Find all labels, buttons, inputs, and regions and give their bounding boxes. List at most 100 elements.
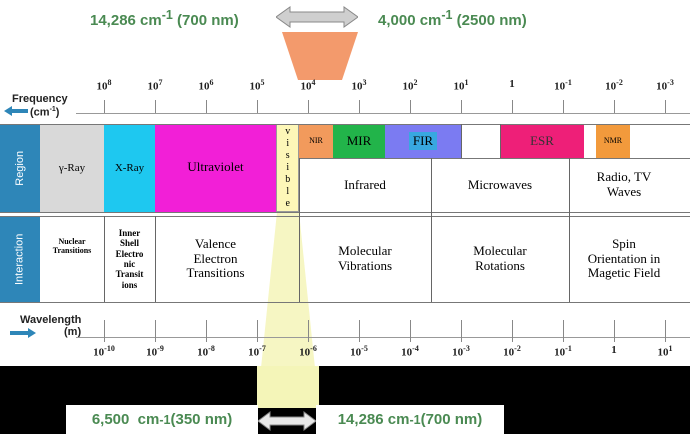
wavelength-label: Wavelength bbox=[20, 314, 82, 326]
wavelength-tick-label: 10-7 bbox=[248, 344, 266, 359]
region-bottom-border bbox=[0, 212, 690, 213]
visible-region: visible bbox=[276, 124, 299, 212]
frequency-tick-mark bbox=[155, 100, 156, 114]
frequency-tick-label: 10-3 bbox=[656, 78, 674, 93]
divider-band-fir-end bbox=[461, 124, 462, 158]
interaction-top-border bbox=[0, 216, 690, 217]
molecular-vibrations: Molecular Vibrations bbox=[337, 243, 393, 273]
divider-uv bbox=[155, 216, 156, 302]
frequency-tick-mark bbox=[257, 100, 258, 114]
wavelength-tick-label: 10-9 bbox=[146, 344, 164, 359]
frequency-tick-label: 106 bbox=[198, 78, 214, 93]
wavelength-tick-label: 10-8 bbox=[197, 344, 215, 359]
divider-radio bbox=[569, 158, 570, 302]
wavelength-tick-mark bbox=[359, 320, 360, 342]
frequency-tick-mark bbox=[206, 100, 207, 114]
frequency-tick-mark bbox=[563, 100, 564, 114]
ultraviolet-region: Ultraviolet bbox=[155, 124, 276, 212]
molecular-rotations: Molecular Rotations bbox=[473, 243, 527, 273]
divider-ir bbox=[299, 158, 300, 302]
wavelength-tick-label: 10-1 bbox=[554, 344, 572, 359]
region-label: Region bbox=[13, 150, 26, 186]
frequency-tick-mark bbox=[665, 100, 666, 114]
wavelength-tick-mark bbox=[410, 320, 411, 342]
frequency-tick-label: 10-2 bbox=[605, 78, 623, 93]
frequency-label: Frequency bbox=[12, 93, 68, 105]
valence-electron-transitions: Valence Electron Transitions bbox=[186, 235, 245, 281]
frequency-tick-mark bbox=[359, 100, 360, 114]
spin-orientation: Spin Orientation in Magetic Field bbox=[587, 235, 661, 281]
wavelength-tick-label: 10-6 bbox=[299, 344, 317, 359]
visible-wedge bbox=[257, 212, 319, 407]
frequency-unit: (cm-1) bbox=[30, 106, 60, 119]
microwaves-region: Microwaves bbox=[467, 176, 533, 192]
wavelength-tick-mark bbox=[563, 320, 564, 342]
right-arrow-icon bbox=[10, 328, 36, 338]
radio-region: Radio, TV Waves bbox=[596, 169, 652, 199]
fir-band: FIR bbox=[385, 124, 461, 158]
bottom-left-caption-box: 6,500 cm -1 (350 nm) bbox=[66, 405, 258, 434]
infrared-region: Infrared bbox=[344, 176, 386, 192]
frequency-tick-label: 101 bbox=[453, 78, 469, 93]
frequency-tick-label: 103 bbox=[351, 78, 367, 93]
inner-shell-transitions: Inner Shell Electro nic Transit ions bbox=[115, 227, 144, 290]
x-ray-region: X-Ray bbox=[104, 124, 155, 212]
wavelength-tick-mark bbox=[257, 320, 258, 342]
esr-band: ESR bbox=[500, 124, 584, 158]
frequency-tick-label: 108 bbox=[96, 78, 112, 93]
frequency-tick-mark bbox=[410, 100, 411, 114]
wavelength-tick-mark bbox=[206, 320, 207, 342]
bottom-double-arrow-icon bbox=[258, 411, 316, 431]
wavelength-tick-label: 1 bbox=[611, 344, 617, 356]
divider-xray bbox=[104, 216, 105, 302]
wavelength-tick-label: 10-10 bbox=[93, 344, 115, 359]
wavelength-tick-mark bbox=[155, 320, 156, 342]
infrared-wedge bbox=[282, 32, 358, 80]
frequency-tick-label: 104 bbox=[300, 78, 316, 93]
wavelength-tick-label: 10-2 bbox=[503, 344, 521, 359]
frequency-tick-mark bbox=[461, 100, 462, 114]
divider-microwave bbox=[431, 158, 432, 302]
visible-wedge-lower bbox=[257, 366, 319, 408]
wavelength-tick-label: 10-5 bbox=[350, 344, 368, 359]
double-arrow-icon bbox=[276, 6, 358, 28]
wavelength-unit: (m) bbox=[64, 326, 82, 338]
wavelength-axis-line bbox=[76, 337, 690, 338]
wavelength-tick-mark bbox=[614, 320, 615, 342]
frequency-tick-mark bbox=[104, 100, 105, 114]
interaction-bottom-border bbox=[0, 302, 690, 303]
wavelength-tick-mark bbox=[104, 320, 105, 342]
visible-label: visible bbox=[282, 126, 294, 210]
frequency-tick-label: 1 bbox=[509, 78, 515, 90]
interaction-label: Interaction bbox=[13, 233, 26, 285]
frequency-tick-label: 10-1 bbox=[554, 78, 572, 93]
wavelength-tick-mark bbox=[665, 320, 666, 342]
frequency-tick-mark bbox=[308, 100, 309, 114]
nuclear-transitions: Nuclear Transitions bbox=[52, 236, 92, 255]
interaction-side-bar bbox=[0, 216, 40, 302]
frequency-tick-label: 107 bbox=[147, 78, 163, 93]
top-left-caption: 14,286 cm-1 (700 nm) bbox=[90, 8, 239, 29]
wavelength-tick-mark bbox=[461, 320, 462, 342]
region-side-bar bbox=[0, 124, 40, 212]
bottom-right-caption-box: 14,286 cm -1 (700 nm) bbox=[316, 405, 504, 434]
frequency-tick-mark bbox=[512, 100, 513, 114]
top-right-caption: 4,000 cm-1 (2500 nm) bbox=[378, 8, 527, 29]
wavelength-tick-label: 10-3 bbox=[452, 344, 470, 359]
frequency-axis-line bbox=[76, 113, 690, 114]
frequency-tick-label: 105 bbox=[249, 78, 265, 93]
divider-esr-start bbox=[500, 124, 501, 158]
wavelength-tick-label: 101 bbox=[657, 344, 673, 359]
frequency-tick-label: 102 bbox=[402, 78, 418, 93]
mir-band: MIR bbox=[333, 124, 385, 158]
region-divider bbox=[299, 158, 690, 159]
gamma-ray-region: γ-Ray bbox=[40, 124, 104, 212]
nmr-band: NMR bbox=[596, 124, 630, 158]
table-top-border bbox=[0, 124, 690, 125]
wavelength-tick-mark bbox=[308, 320, 309, 342]
nir-band: NIR bbox=[299, 124, 333, 158]
wavelength-tick-label: 10-4 bbox=[401, 344, 419, 359]
frequency-tick-mark bbox=[614, 100, 615, 114]
wavelength-tick-mark bbox=[512, 320, 513, 342]
left-arrow-icon bbox=[4, 106, 28, 116]
